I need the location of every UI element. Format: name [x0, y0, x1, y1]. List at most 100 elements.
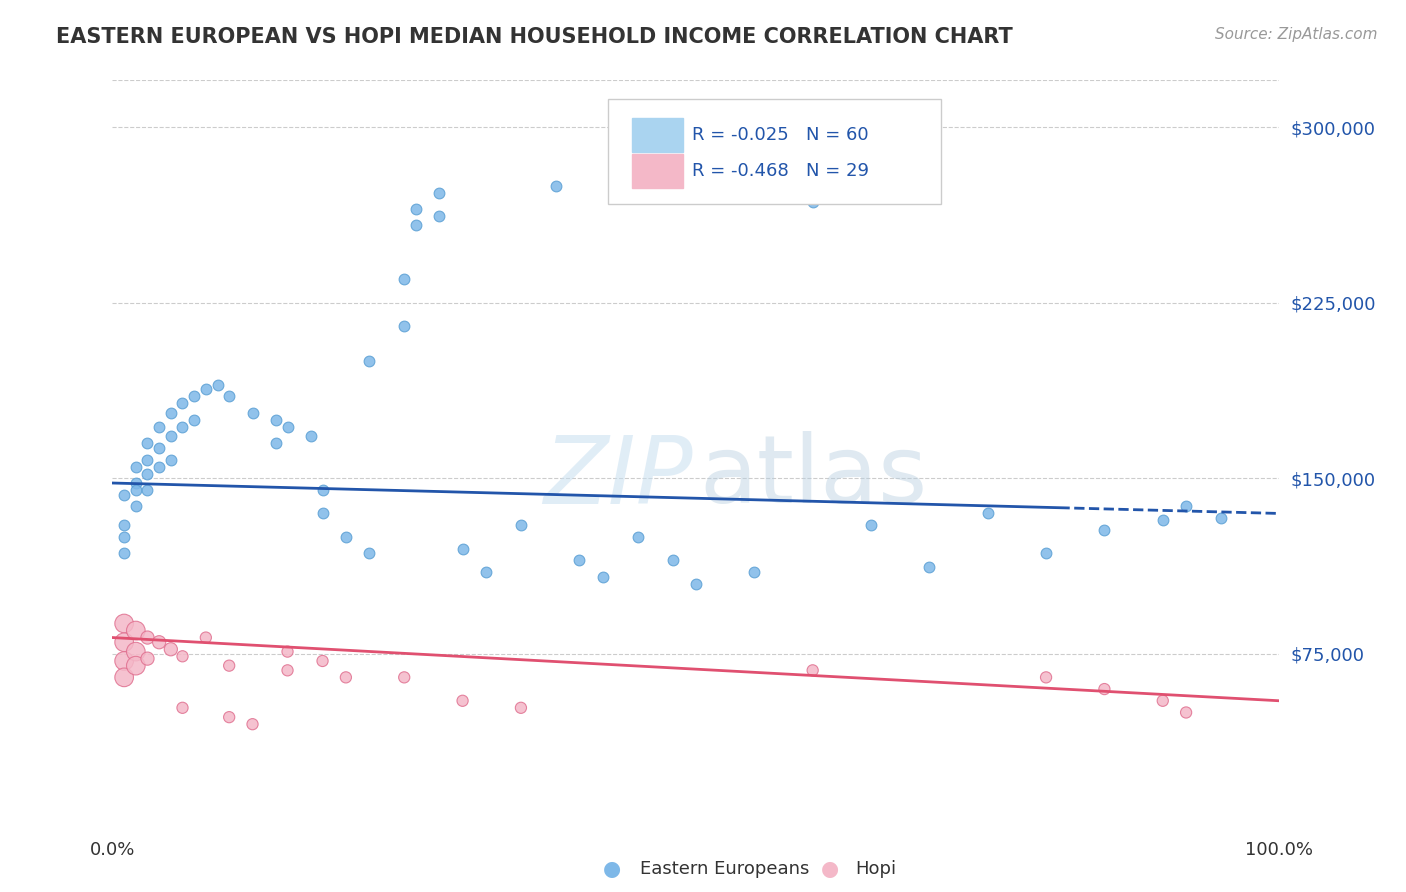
Point	[136, 452, 159, 467]
Point	[136, 651, 159, 665]
Text: ●: ●	[821, 859, 838, 879]
Point	[112, 635, 135, 649]
Point	[359, 546, 381, 560]
Point	[627, 530, 650, 544]
Point	[136, 631, 159, 645]
Point	[172, 701, 194, 715]
Point	[160, 429, 183, 443]
Point	[218, 389, 240, 403]
Point	[475, 565, 498, 579]
Point	[544, 178, 567, 193]
Point	[405, 202, 427, 216]
Point	[860, 518, 883, 533]
Point	[242, 717, 264, 731]
Point	[125, 658, 148, 673]
Point	[160, 406, 183, 420]
Point	[311, 507, 333, 521]
Text: Hopi: Hopi	[855, 860, 896, 878]
Point	[112, 670, 135, 684]
Point	[299, 429, 322, 443]
Point	[172, 396, 194, 410]
Point	[451, 694, 474, 708]
Point	[183, 389, 205, 403]
Point	[125, 644, 148, 658]
Point	[172, 420, 194, 434]
Point	[451, 541, 474, 556]
Point	[685, 576, 707, 591]
Point	[276, 420, 298, 434]
Point	[918, 560, 941, 574]
Point	[359, 354, 381, 368]
Point	[335, 530, 357, 544]
Point	[427, 209, 450, 223]
Text: Eastern Europeans: Eastern Europeans	[640, 860, 808, 878]
Point	[801, 664, 824, 678]
Point	[276, 664, 298, 678]
Point	[125, 624, 148, 638]
Point	[148, 459, 170, 474]
Point	[207, 377, 229, 392]
FancyBboxPatch shape	[631, 118, 683, 153]
Point	[509, 701, 531, 715]
Point	[568, 553, 591, 567]
Point	[160, 452, 183, 467]
Point	[112, 488, 135, 502]
Point	[405, 219, 427, 233]
Point	[136, 483, 159, 497]
Point	[427, 186, 450, 200]
Point	[125, 476, 148, 491]
FancyBboxPatch shape	[609, 99, 941, 204]
Point	[1209, 511, 1232, 525]
Point	[311, 483, 333, 497]
Point	[242, 406, 264, 420]
Point	[394, 670, 416, 684]
Point	[218, 710, 240, 724]
Text: ●: ●	[603, 859, 620, 879]
Point	[394, 319, 416, 334]
Point	[160, 642, 183, 657]
Point	[148, 441, 170, 455]
Point	[661, 553, 683, 567]
Point	[744, 565, 766, 579]
Point	[112, 546, 135, 560]
Point	[1094, 682, 1116, 697]
Point	[112, 530, 135, 544]
Point	[1152, 694, 1174, 708]
Point	[218, 658, 240, 673]
Point	[136, 467, 159, 481]
Point	[148, 420, 170, 434]
Point	[194, 382, 217, 396]
Text: ZIP: ZIP	[543, 432, 693, 523]
Point	[112, 654, 135, 668]
Point	[335, 670, 357, 684]
Point	[112, 616, 135, 631]
Point	[136, 436, 159, 450]
Text: R = -0.468   N = 29: R = -0.468 N = 29	[693, 162, 869, 180]
Point	[148, 635, 170, 649]
Point	[311, 654, 333, 668]
Point	[1035, 546, 1057, 560]
Point	[125, 459, 148, 474]
Point	[394, 272, 416, 286]
Point	[112, 518, 135, 533]
Point	[276, 644, 298, 658]
Point	[125, 483, 148, 497]
Point	[172, 649, 194, 664]
Text: atlas: atlas	[699, 432, 928, 524]
Point	[1094, 523, 1116, 537]
Point	[264, 413, 287, 427]
Point	[264, 436, 287, 450]
Point	[194, 631, 217, 645]
Point	[509, 518, 531, 533]
Text: Source: ZipAtlas.com: Source: ZipAtlas.com	[1215, 27, 1378, 42]
Point	[592, 570, 614, 584]
Point	[1175, 706, 1198, 720]
Text: R = -0.025   N = 60: R = -0.025 N = 60	[693, 126, 869, 144]
Point	[183, 413, 205, 427]
FancyBboxPatch shape	[631, 153, 683, 188]
Point	[1175, 500, 1198, 514]
Point	[125, 500, 148, 514]
Point	[1152, 514, 1174, 528]
Text: EASTERN EUROPEAN VS HOPI MEDIAN HOUSEHOLD INCOME CORRELATION CHART: EASTERN EUROPEAN VS HOPI MEDIAN HOUSEHOL…	[56, 27, 1012, 46]
Point	[976, 507, 998, 521]
